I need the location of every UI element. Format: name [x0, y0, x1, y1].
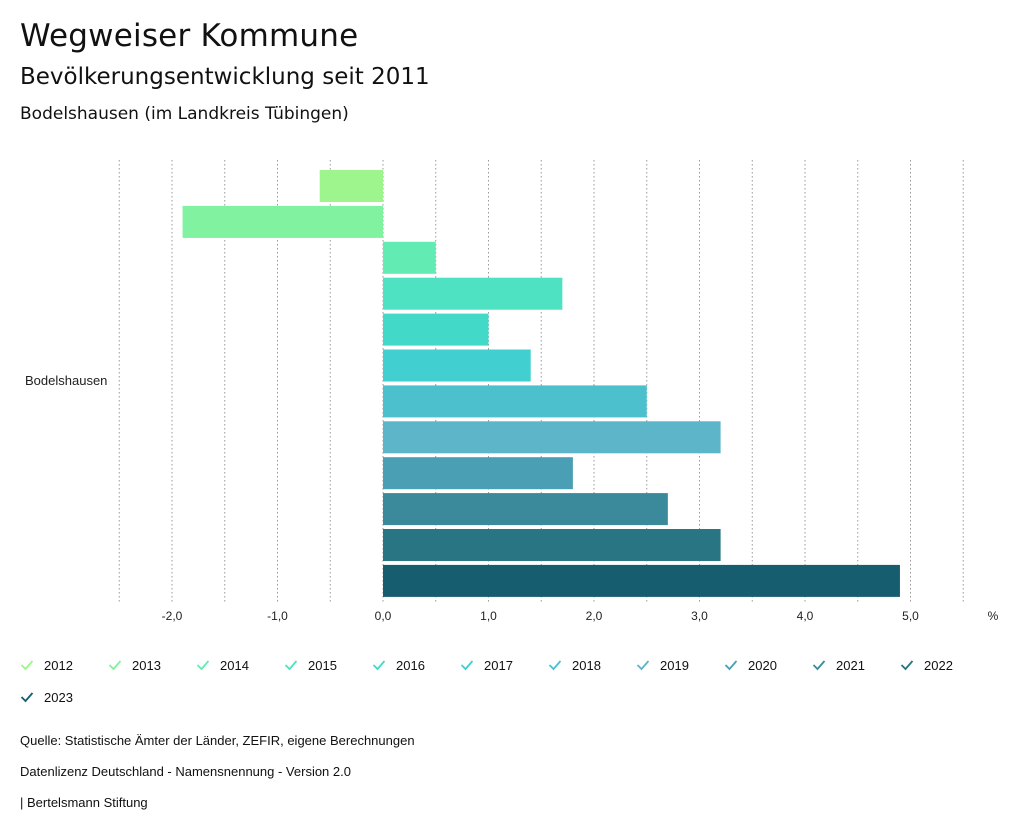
bar-2023 — [383, 564, 900, 597]
legend-label: 2019 — [660, 657, 689, 673]
legend-item-2013[interactable]: 2013 — [108, 654, 196, 676]
legend-item-2022[interactable]: 2022 — [900, 654, 988, 676]
checkmark-icon — [372, 660, 386, 671]
legend-item-2019[interactable]: 2019 — [636, 654, 724, 676]
bar-2020 — [383, 457, 573, 490]
checkmark-icon — [284, 660, 298, 671]
bar-2013 — [182, 205, 383, 238]
bar-chart: -2,0 -1,0 0,0 1,0 2,0 3,0 4,0 5,0 % Bodelshausen — [25, 160, 999, 623]
x-tick-label: 1,0 — [480, 609, 497, 623]
legend-item-2014[interactable]: 2014 — [196, 654, 284, 676]
legend-label: 2017 — [484, 657, 513, 673]
legend-label: 2013 — [132, 657, 161, 673]
bar-2014 — [383, 241, 436, 274]
checkmark-icon — [548, 660, 562, 671]
checkmark-icon — [20, 692, 34, 703]
legend-item-2017[interactable]: 2017 — [460, 654, 548, 676]
category-label: Bodelshausen — [25, 373, 107, 388]
bar-2015 — [383, 277, 563, 310]
legend-label: 2020 — [748, 657, 777, 673]
legend-item-2018[interactable]: 2018 — [548, 654, 636, 676]
legend-label: 2021 — [836, 657, 865, 673]
legend-item-2021[interactable]: 2021 — [812, 654, 900, 676]
bar-2016 — [383, 313, 489, 346]
checkmark-icon — [812, 660, 826, 671]
legend-label: 2023 — [44, 689, 73, 705]
legend-item-2012[interactable]: 2012 — [20, 654, 108, 676]
legend-label: 2022 — [924, 657, 953, 673]
legend-label: 2014 — [220, 657, 249, 673]
x-tick-label: 0,0 — [375, 609, 392, 623]
x-unit-label: % — [988, 609, 999, 623]
x-tick-label: -1,0 — [267, 609, 288, 623]
publisher-note: | Bertelsmann Stiftung — [20, 795, 148, 810]
x-tick-label: 4,0 — [797, 609, 814, 623]
license-note: Datenlizenz Deutschland - Namensnennung … — [20, 764, 351, 779]
x-tick-label: 2,0 — [586, 609, 603, 623]
checkmark-icon — [636, 660, 650, 671]
x-tick-label: 5,0 — [902, 609, 919, 623]
x-tick-label: 3,0 — [691, 609, 708, 623]
bar-2019 — [383, 421, 721, 454]
bar-2022 — [383, 529, 721, 561]
chart-subtitle: Bevölkerungsentwicklung seit 2011 — [20, 64, 430, 90]
chart-legend: 2012 2013 2014 2015 2016 2017 2018 2019 2020 2021… — [20, 654, 1010, 708]
x-tick-label: -2,0 — [162, 609, 183, 623]
checkmark-icon — [900, 660, 914, 671]
source-note: Quelle: Statistische Ämter der Länder, Z… — [20, 733, 415, 748]
bar-2012 — [319, 170, 383, 202]
legend-item-2023[interactable]: 2023 — [20, 686, 108, 708]
legend-label: 2018 — [572, 657, 601, 673]
bar-2017 — [383, 349, 531, 382]
legend-item-2015[interactable]: 2015 — [284, 654, 372, 676]
page-title: Wegweiser Kommune — [20, 18, 359, 54]
legend-label: 2016 — [396, 657, 425, 673]
bar-2018 — [383, 385, 647, 418]
legend-label: 2015 — [308, 657, 337, 673]
checkmark-icon — [724, 660, 738, 671]
checkmark-icon — [108, 660, 122, 671]
checkmark-icon — [20, 660, 34, 671]
legend-item-2016[interactable]: 2016 — [372, 654, 460, 676]
legend-item-2020[interactable]: 2020 — [724, 654, 812, 676]
checkmark-icon — [196, 660, 210, 671]
legend-label: 2012 — [44, 657, 73, 673]
checkmark-icon — [460, 660, 474, 671]
bar-2021 — [383, 493, 668, 526]
region-label: Bodelshausen (im Landkreis Tübingen) — [20, 104, 349, 124]
